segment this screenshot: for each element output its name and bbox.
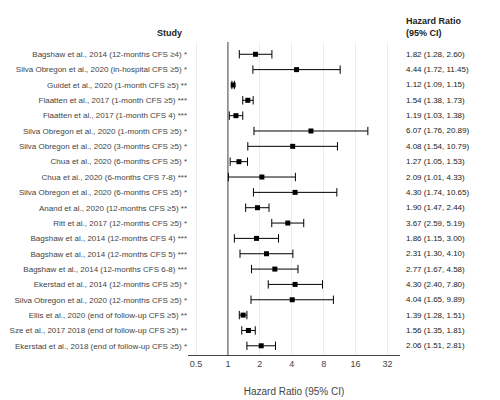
svg-text:4.08 (1.54, 10.79): 4.08 (1.54, 10.79) (406, 142, 469, 151)
svg-text:1.56 (1.35, 1.81): 1.56 (1.35, 1.81) (406, 326, 465, 335)
svg-text:1.39 (1.28, 1.51): 1.39 (1.28, 1.51) (406, 311, 465, 320)
svg-text:1.90 (1.47, 2.44): 1.90 (1.47, 2.44) (406, 203, 465, 212)
svg-text:1.82 (1.28, 2.60): 1.82 (1.28, 2.60) (406, 50, 465, 59)
svg-text:Study: Study (157, 28, 182, 38)
svg-text:0.5: 0.5 (190, 359, 203, 369)
svg-text:2: 2 (257, 359, 262, 369)
svg-text:16: 16 (351, 359, 361, 369)
svg-text:Flaatten et al., 2017 (1-month: Flaatten et al., 2017 (1-month CFS 4) **… (43, 111, 187, 120)
svg-text:8: 8 (321, 359, 326, 369)
svg-text:4: 4 (289, 359, 294, 369)
svg-text:Chua et al., 2020 (6-months CF: Chua et al., 2020 (6-months CFS 7-8) *** (42, 173, 187, 182)
svg-text:Silva Obregon et al., 2020 (12: Silva Obregon et al., 2020 (12-months CF… (15, 296, 187, 305)
svg-text:Bagshaw et al., 2014 (12-month: Bagshaw et al., 2014 (12-months CFS 4) *… (30, 234, 187, 243)
svg-text:Silva Obregon et al., 2020 (3-: Silva Obregon et al., 2020 (3-months CFS… (19, 142, 187, 151)
svg-text:Anand et al., 2020 (12-months: Anand et al., 2020 (12-months CFS ≥5) ** (39, 204, 187, 213)
svg-text:Silva Obregon et al., 2020 (1-: Silva Obregon et al., 2020 (1-month CFS … (23, 127, 187, 136)
svg-text:32: 32 (382, 359, 392, 369)
svg-text:Chua et al., 2020 (6-months CF: Chua et al., 2020 (6-months CFS ≥5) * (51, 157, 187, 166)
svg-text:Flaatten et al., 2017 (1-month: Flaatten et al., 2017 (1-month CFS ≥5) *… (39, 96, 187, 105)
svg-text:3.67 (2.59, 5.19): 3.67 (2.59, 5.19) (406, 219, 465, 228)
svg-text:1.19 (1.03, 1.38): 1.19 (1.03, 1.38) (406, 111, 465, 120)
svg-text:Bagshaw et al., 2014 (12-month: Bagshaw et al., 2014 (12-months CFS 6-8)… (23, 265, 187, 274)
svg-text:4.44 (1.72, 11.45): 4.44 (1.72, 11.45) (406, 65, 469, 74)
svg-text:Guidet et al., 2020 (1-month C: Guidet et al., 2020 (1-month CFS ≥5) ** (47, 81, 187, 90)
svg-text:1.54 (1.38, 1.73): 1.54 (1.38, 1.73) (406, 96, 465, 105)
svg-text:Hazard Ratio (95% CI): Hazard Ratio (95% CI) (244, 386, 345, 397)
svg-text:Ritt et al., 2017 (12-months C: Ritt et al., 2017 (12-months CFS ≥5) * (53, 219, 187, 228)
svg-text:1: 1 (225, 359, 230, 369)
svg-text:Bagshaw et al., 2014 (12-month: Bagshaw et al., 2014 (12-months CFS ≥4) … (32, 50, 187, 59)
svg-text:Hazard Ratio: Hazard Ratio (406, 16, 462, 26)
svg-text:Ekerstad et al., 2018 (end of: Ekerstad et al., 2018 (end of follow-up … (15, 342, 187, 351)
svg-text:Silva Obregon et al., 2020 (6-: Silva Obregon et al., 2020 (6-months CFS… (19, 188, 187, 197)
svg-text:2.77 (1.67, 4.58): 2.77 (1.67, 4.58) (406, 265, 465, 274)
svg-text:2.09 (1.01, 4.33): 2.09 (1.01, 4.33) (406, 173, 465, 182)
svg-text:6.07 (1.76, 20.89): 6.07 (1.76, 20.89) (406, 126, 469, 135)
svg-text:Sze et al., 2017 2018 (end of: Sze et al., 2017 2018 (end of follow-up … (10, 326, 187, 335)
svg-text:Bagshaw et al., 2014 (12-month: Bagshaw et al., 2014 (12-months CFS 5) *… (30, 250, 187, 259)
svg-text:(95% CI): (95% CI) (406, 28, 442, 38)
svg-text:4.30 (2.40, 7.80): 4.30 (2.40, 7.80) (406, 280, 465, 289)
svg-text:4.04 (1.65, 9.89): 4.04 (1.65, 9.89) (406, 295, 465, 304)
svg-text:4.30 (1.74, 10.65): 4.30 (1.74, 10.65) (406, 188, 469, 197)
svg-text:1.12 (1.09, 1.15): 1.12 (1.09, 1.15) (406, 80, 465, 89)
svg-text:Silva Obregon et al., 2020 (in: Silva Obregon et al., 2020 (in-hospital … (16, 65, 187, 74)
svg-text:1.27 (1.05, 1.53): 1.27 (1.05, 1.53) (406, 157, 465, 166)
svg-text:Ekerstad et al., 2014 (12-mont: Ekerstad et al., 2014 (12-months CFS ≥5)… (34, 280, 187, 289)
svg-text:2.06 (1.51, 2.81): 2.06 (1.51, 2.81) (406, 341, 465, 350)
svg-text:Ellis et al., 2020 (end of fol: Ellis et al., 2020 (end of follow-up CFS… (29, 311, 187, 320)
svg-text:2.31 (1.30, 4.10): 2.31 (1.30, 4.10) (406, 249, 465, 258)
svg-text:1.86 (1.15, 3.00): 1.86 (1.15, 3.00) (406, 234, 465, 243)
